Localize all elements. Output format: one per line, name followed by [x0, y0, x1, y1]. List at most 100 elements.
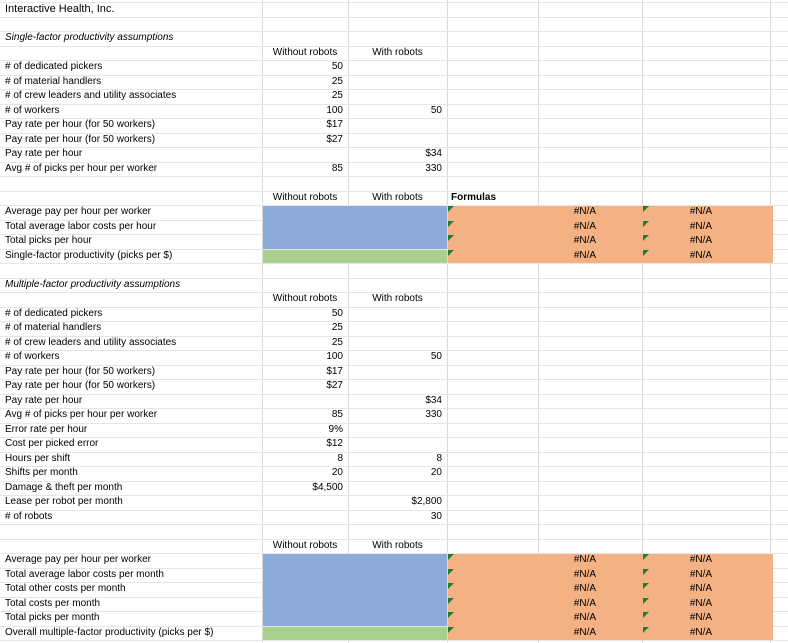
with-robots-value[interactable]	[348, 60, 442, 74]
without-robots-value[interactable]: 85	[331, 409, 343, 420]
row-label[interactable]: # of material handlers	[5, 322, 102, 333]
formula-result-cell[interactable]: #N/A	[689, 598, 713, 609]
formula-range-orange[interactable]	[448, 554, 773, 640]
header-without-robots[interactable]: Without robots	[272, 192, 338, 203]
without-robots-value[interactable]: 100	[326, 351, 343, 362]
with-robots-value[interactable]	[348, 365, 442, 379]
row-label[interactable]: Error rate per hour	[5, 424, 88, 435]
with-robots-value[interactable]: 330	[425, 409, 442, 420]
formula-result-cell[interactable]: #N/A	[573, 250, 597, 261]
with-robots-value[interactable]: $2,800	[411, 496, 442, 507]
input-range-blue[interactable]	[263, 206, 447, 249]
without-robots-value[interactable]	[262, 510, 343, 524]
row-label[interactable]: Overall multiple-factor productivity (pi…	[5, 627, 214, 638]
header-without-robots[interactable]: Without robots	[272, 293, 338, 304]
without-robots-value[interactable]	[262, 394, 343, 408]
with-robots-value[interactable]: 8	[436, 453, 442, 464]
without-robots-value[interactable]: $4,500	[312, 482, 343, 493]
row-label[interactable]: Pay rate per hour	[5, 395, 83, 406]
formula-result-cell[interactable]: #N/A	[689, 250, 713, 261]
formula-result-cell[interactable]: #N/A	[573, 554, 597, 565]
formula-result-cell[interactable]: #N/A	[573, 598, 597, 609]
without-robots-value[interactable]: 25	[331, 90, 343, 101]
without-robots-value[interactable]	[262, 495, 343, 509]
with-robots-value[interactable]	[348, 423, 442, 437]
without-robots-value[interactable]: 25	[331, 337, 343, 348]
formula-result-cell[interactable]: #N/A	[689, 206, 713, 217]
sheet-title[interactable]: Interactive Health, Inc.	[5, 3, 115, 15]
without-robots-value[interactable]	[262, 147, 343, 161]
row-label[interactable]: # of material handlers	[5, 76, 102, 87]
without-robots-value[interactable]: 100	[326, 105, 343, 116]
header-without-robots[interactable]: Without robots	[272, 47, 338, 58]
header-with-robots[interactable]: With robots	[372, 47, 423, 58]
row-label[interactable]: # of robots	[5, 511, 53, 522]
with-robots-value[interactable]	[348, 379, 442, 393]
row-label[interactable]: Total average labor costs per month	[5, 569, 164, 580]
without-robots-value[interactable]: 25	[331, 76, 343, 87]
with-robots-value[interactable]	[348, 133, 442, 147]
with-robots-value[interactable]	[348, 481, 442, 495]
header-without-robots[interactable]: Without robots	[272, 540, 338, 551]
row-label[interactable]: Pay rate per hour (for 50 workers)	[5, 366, 156, 377]
with-robots-value[interactable]	[348, 118, 442, 132]
formula-result-cell[interactable]: #N/A	[689, 583, 713, 594]
with-robots-value[interactable]	[348, 321, 442, 335]
formula-result-cell[interactable]: #N/A	[689, 627, 713, 638]
header-with-robots[interactable]: With robots	[372, 192, 423, 203]
formula-result-cell[interactable]: #N/A	[573, 627, 597, 638]
with-robots-value[interactable]	[348, 89, 442, 103]
without-robots-value[interactable]: $12	[326, 438, 343, 449]
with-robots-value[interactable]	[348, 307, 442, 321]
section-heading-single[interactable]: Single-factor productivity assumptions	[5, 32, 174, 43]
row-label[interactable]: Damage & theft per month	[5, 482, 123, 493]
with-robots-value[interactable]	[348, 437, 442, 451]
formula-result-cell[interactable]: #N/A	[573, 221, 597, 232]
row-label[interactable]: # of crew leaders and utility associates	[5, 337, 177, 348]
header-formulas[interactable]: Formulas	[451, 192, 497, 203]
row-label[interactable]: Cost per picked error	[5, 438, 99, 449]
without-robots-value[interactable]: $27	[326, 380, 343, 391]
without-robots-value[interactable]: $17	[326, 119, 343, 130]
header-with-robots[interactable]: With robots	[372, 540, 423, 551]
without-robots-value[interactable]: 25	[331, 322, 343, 333]
row-label[interactable]: Single-factor productivity (picks per $)	[5, 250, 173, 261]
with-robots-value[interactable]: 20	[430, 467, 442, 478]
formula-result-cell[interactable]: #N/A	[573, 235, 597, 246]
with-robots-value[interactable]: 30	[430, 511, 442, 522]
row-label[interactable]: Total picks per month	[5, 612, 100, 623]
row-label[interactable]: # of workers	[5, 105, 60, 116]
row-label[interactable]: Pay rate per hour (for 50 workers)	[5, 119, 156, 130]
formula-range-orange[interactable]	[448, 206, 773, 263]
formula-result-cell[interactable]: #N/A	[689, 612, 713, 623]
row-label[interactable]: Pay rate per hour (for 50 workers)	[5, 380, 156, 391]
result-range-green[interactable]	[263, 627, 447, 640]
without-robots-value[interactable]: 85	[331, 163, 343, 174]
row-label[interactable]: Average pay per hour per worker	[5, 554, 152, 565]
with-robots-value[interactable]: 330	[425, 163, 442, 174]
formula-result-cell[interactable]: #N/A	[689, 235, 713, 246]
with-robots-value[interactable]: 50	[430, 105, 442, 116]
row-label[interactable]: # of dedicated pickers	[5, 61, 103, 72]
result-range-green[interactable]	[263, 250, 447, 263]
row-label[interactable]: Avg # of picks per hour per worker	[5, 409, 158, 420]
without-robots-value[interactable]: 8	[337, 453, 343, 464]
with-robots-value[interactable]	[348, 336, 442, 350]
formula-result-cell[interactable]: #N/A	[689, 554, 713, 565]
row-label[interactable]: Average pay per hour per worker	[5, 206, 152, 217]
row-label[interactable]: # of dedicated pickers	[5, 308, 103, 319]
row-label[interactable]: # of crew leaders and utility associates	[5, 90, 177, 101]
with-robots-value[interactable]	[348, 75, 442, 89]
row-label[interactable]: Total average labor costs per hour	[5, 221, 157, 232]
without-robots-value[interactable]: 50	[331, 308, 343, 319]
formula-result-cell[interactable]: #N/A	[573, 583, 597, 594]
formula-result-cell[interactable]: #N/A	[573, 569, 597, 580]
formula-result-cell[interactable]: #N/A	[573, 206, 597, 217]
formula-result-cell[interactable]: #N/A	[689, 569, 713, 580]
without-robots-value[interactable]: $17	[326, 366, 343, 377]
row-label[interactable]: Lease per robot per month	[5, 496, 123, 507]
with-robots-value[interactable]: $34	[425, 395, 442, 406]
input-range-blue[interactable]	[263, 554, 447, 626]
row-label[interactable]: Pay rate per hour (for 50 workers)	[5, 134, 156, 145]
